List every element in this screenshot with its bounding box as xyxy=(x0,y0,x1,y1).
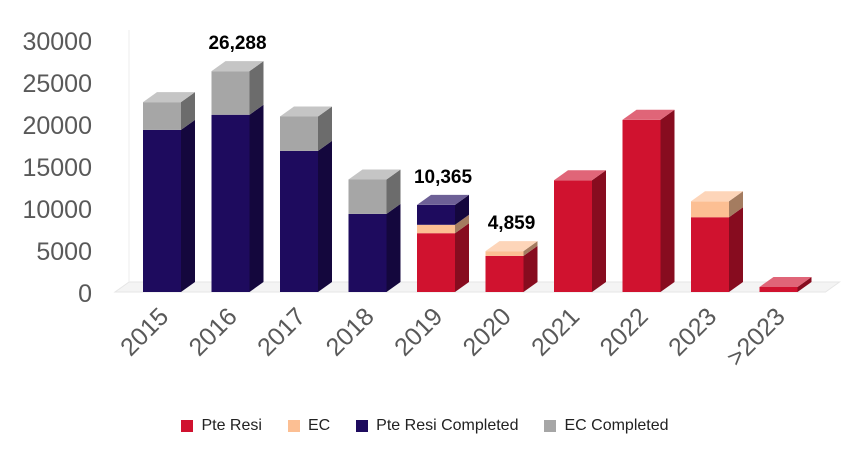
legend-label: Pte Resi Completed xyxy=(376,417,519,434)
bar-top-face xyxy=(485,241,538,252)
bar-side-face xyxy=(729,191,743,218)
bar-ec-completed-2016 xyxy=(211,71,250,115)
x-tick-label: 2021 xyxy=(526,302,585,361)
y-tick-label: 15000 xyxy=(22,154,92,182)
bar-side-face xyxy=(455,223,469,292)
legend-swatch xyxy=(287,420,300,432)
data-label-2016: 26,288 xyxy=(208,33,266,54)
bar-ec-completed-2017 xyxy=(280,116,318,151)
bar-side-face xyxy=(249,61,264,115)
legend-label: EC xyxy=(307,417,331,434)
bar-side-face xyxy=(455,214,469,234)
bar-side-face xyxy=(181,119,195,292)
legend-item: Pte Resi Completed xyxy=(356,417,518,435)
bar-top-face xyxy=(417,194,469,205)
x-tick-label: 2023 xyxy=(663,302,722,361)
legend-swatch xyxy=(544,420,557,432)
bar-top-face xyxy=(554,170,606,181)
bar-top-face xyxy=(348,169,401,180)
bar-pte-resi-2023 xyxy=(691,217,729,292)
x-tick-label: 2018 xyxy=(321,302,380,361)
y-tick-label: 20000 xyxy=(22,112,92,140)
bar-side-face xyxy=(797,276,812,292)
bar-side-face xyxy=(592,170,606,292)
bar-side-face xyxy=(660,109,675,292)
bar-pte-resi-2021 xyxy=(554,180,592,292)
bar-side-face xyxy=(318,106,332,151)
x-tick-label: 2015 xyxy=(115,302,174,361)
bar-top-face xyxy=(280,106,332,117)
bar-ec-completed-2015 xyxy=(143,102,181,130)
legend-swatch xyxy=(181,420,194,432)
legend-item: EC Completed xyxy=(544,417,669,435)
y-tick-label: 10000 xyxy=(22,196,92,224)
bar-side-face xyxy=(318,140,332,292)
x-tick-label: 2019 xyxy=(389,302,448,361)
bar-top-face xyxy=(691,191,743,202)
x-tick-label: 2017 xyxy=(252,302,311,361)
stacked-bar-chart: 0 5000 10000 15000 20000 25000 30000 26,288 10,3… xyxy=(22,28,842,372)
bar-pte-resi-2022 xyxy=(622,119,661,292)
legend-item: Pte Resi xyxy=(181,417,262,435)
legend-label: Pte Resi xyxy=(201,417,262,434)
bar-side-face xyxy=(729,207,743,292)
bar-pte-resi-completed-2019 xyxy=(417,204,455,225)
bar-pte-resi-2023 xyxy=(759,286,798,292)
bar-pte-resi-2019 xyxy=(417,233,455,292)
y-tick-label: 25000 xyxy=(22,70,92,98)
bar-side-face xyxy=(523,241,538,256)
bar-pte-resi-completed-2017 xyxy=(280,150,318,292)
y-tick-label: 0 xyxy=(78,280,92,308)
y-tick-label: 30000 xyxy=(22,28,92,56)
bar-top-face xyxy=(143,92,195,103)
bar-side-face xyxy=(386,203,401,292)
legend-swatch xyxy=(356,420,369,432)
bar-pte-resi-completed-2018 xyxy=(348,213,387,292)
legend-item: EC xyxy=(287,417,331,435)
bar-ec-completed-2018 xyxy=(348,179,387,214)
data-label-2019: 10,365 xyxy=(414,167,473,188)
x-tick-label: >2023 xyxy=(721,302,790,371)
bar-side-face xyxy=(523,245,538,292)
legend-label: EC Completed xyxy=(564,417,669,434)
x-tick-label: 2016 xyxy=(184,302,243,361)
bar-side-face xyxy=(386,169,401,214)
bar-pte-resi-completed-2015 xyxy=(143,129,181,292)
chart-legend: Pte Resi EC Pte Resi Completed EC Completed xyxy=(0,414,850,438)
bar-pte-resi-completed-2016 xyxy=(211,114,250,292)
bar-top-face xyxy=(622,109,675,120)
data-label-2020: 4,859 xyxy=(488,213,536,234)
bar-top-face xyxy=(211,61,264,72)
bar-ec-2019 xyxy=(417,224,455,234)
bar-side-face xyxy=(181,92,195,130)
bar-side-face xyxy=(249,104,264,292)
bar-ec-2023 xyxy=(691,201,729,218)
x-tick-label: 2020 xyxy=(458,302,517,361)
bar-side-face xyxy=(455,194,469,225)
bar-pte-resi-2020 xyxy=(485,255,524,292)
y-tick-label: 5000 xyxy=(36,238,92,266)
bar-ec-2020 xyxy=(485,251,524,256)
x-tick-label: 2022 xyxy=(595,302,654,361)
bar-top-face xyxy=(759,276,812,287)
